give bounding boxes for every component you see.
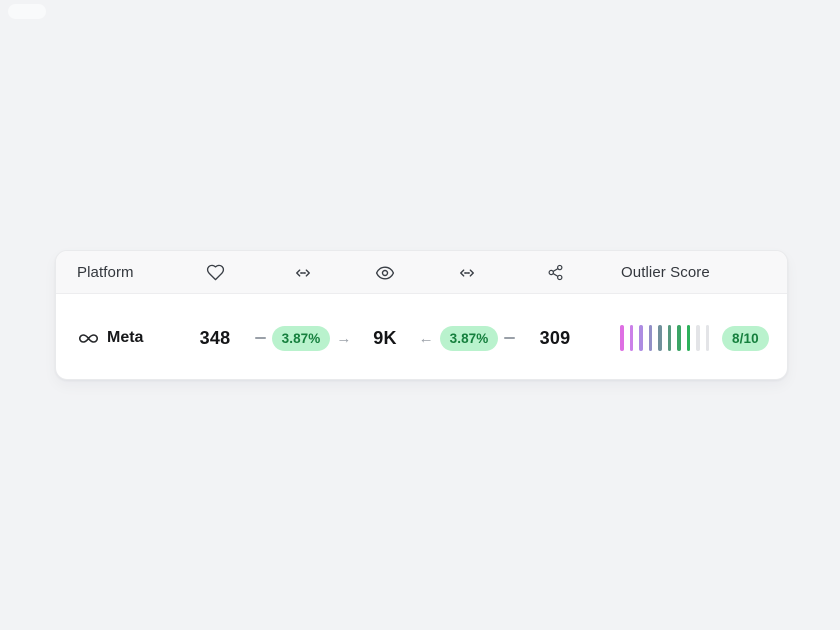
- outlier-bar: [705, 325, 709, 351]
- outlier-bar: [677, 325, 681, 351]
- arrow-right-icon: →: [336, 329, 352, 347]
- view-share-rate-cell: ← 3.87%: [412, 295, 522, 381]
- outlier-bar: [639, 325, 643, 351]
- chevrons-dots-icon: [293, 263, 313, 283]
- arrow-left-icon: ←: [418, 329, 434, 347]
- table-header-row: Platform: [56, 251, 787, 294]
- outlier-bar: [620, 325, 624, 351]
- outlier-column-label: Outlier Score: [621, 264, 710, 281]
- platform-name: Meta: [107, 329, 144, 346]
- column-header-like-view-rate[interactable]: [283, 251, 323, 294]
- outlier-bar: [648, 325, 652, 351]
- chevrons-dots-icon: [457, 263, 477, 283]
- column-header-outlier-score[interactable]: Outlier Score: [621, 251, 781, 294]
- platform-column-label: Platform: [77, 264, 134, 281]
- like-view-rate-cell: 3.87% →: [248, 295, 358, 381]
- outlier-bar: [658, 325, 662, 351]
- views-cell: 9K: [345, 295, 425, 381]
- outlier-bar: [696, 325, 700, 351]
- column-header-likes[interactable]: [195, 251, 235, 294]
- outlier-bar: [686, 325, 690, 351]
- platform-stats-table: Platform: [55, 250, 788, 380]
- rate-badge: 3.87%: [271, 325, 331, 351]
- share-icon: [547, 264, 564, 281]
- views-value: 9K: [373, 327, 397, 348]
- likes-cell: 348: [175, 295, 255, 381]
- shares-cell: 309: [515, 295, 595, 381]
- likes-value: 348: [199, 327, 231, 348]
- outlier-score-badge: 8/10: [722, 325, 769, 351]
- outlier-score-cell: 8/10: [620, 295, 780, 381]
- column-header-shares[interactable]: [535, 251, 575, 294]
- meta-infinity-icon: [78, 328, 99, 349]
- rate-badge: 3.87%: [439, 325, 499, 351]
- dash-icon: [255, 337, 266, 339]
- column-header-views[interactable]: [365, 251, 405, 294]
- column-header-platform[interactable]: Platform: [77, 251, 197, 294]
- decorative-highlight: [8, 4, 46, 19]
- table-row-meta[interactable]: Meta 348 3.87% → 9K ← 3.87% 309: [56, 295, 787, 379]
- shares-value: 309: [539, 327, 571, 348]
- outlier-bars: [620, 325, 709, 351]
- column-header-view-share-rate[interactable]: [447, 251, 487, 294]
- outlier-bar: [629, 325, 633, 351]
- platform-cell: Meta: [78, 295, 208, 381]
- outlier-bar: [667, 325, 671, 351]
- heart-icon: [206, 263, 225, 282]
- eye-icon: [375, 263, 395, 283]
- dash-icon: [504, 337, 515, 339]
